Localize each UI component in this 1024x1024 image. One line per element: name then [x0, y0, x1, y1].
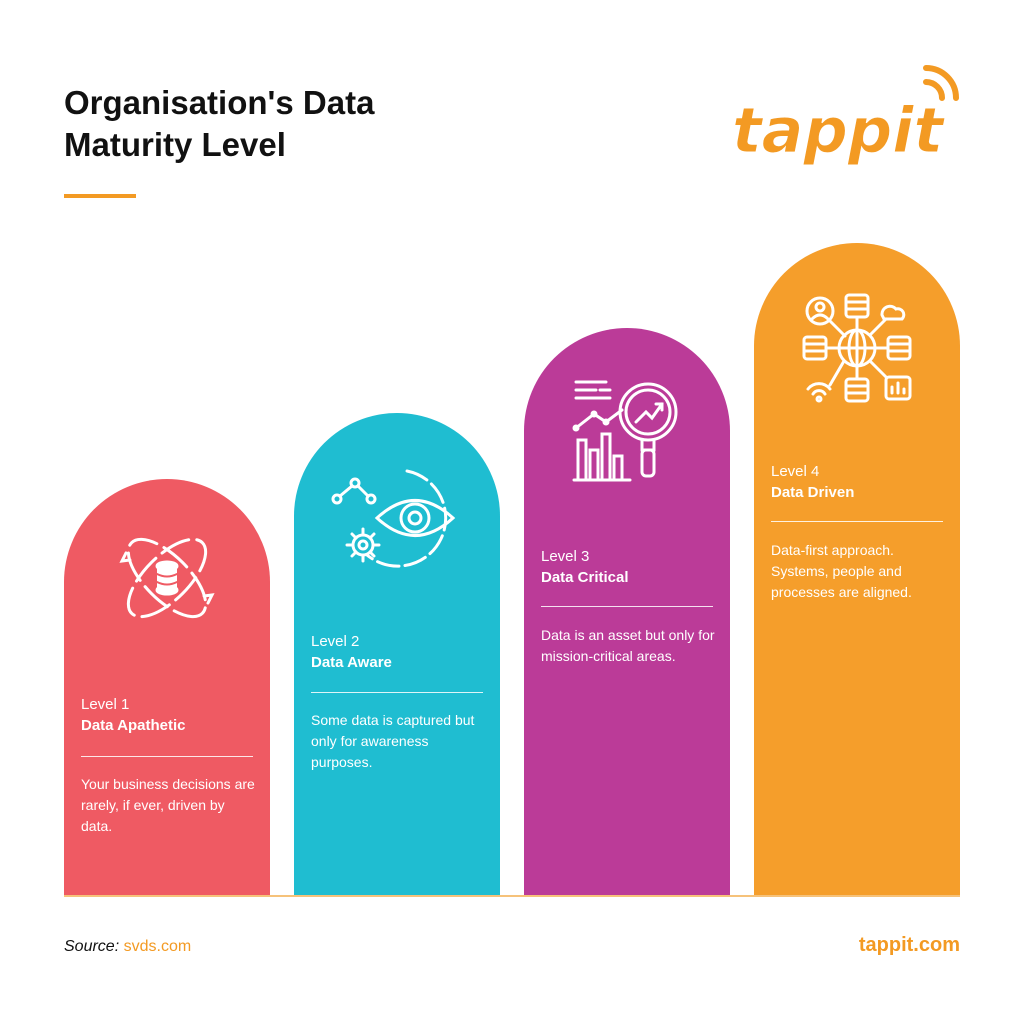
source-credit: Source: svds.com [64, 938, 191, 956]
source-link[interactable]: svds.com [123, 938, 192, 955]
level-1-pillar: Level 1 Data Apathetic Your business dec… [64, 479, 270, 896]
level-3-description: Data is an asset but only for mission-cr… [541, 627, 715, 664]
level-2-divider [311, 692, 483, 693]
level-4-name: Data Driven [771, 484, 855, 501]
title-underline [64, 194, 136, 198]
level-3-divider [541, 606, 713, 607]
baseline-divider [64, 895, 960, 897]
level-1-name: Data Apathetic [81, 717, 186, 734]
level-3-pillar: Level 3 Data Critical Data is an asset b… [524, 328, 730, 896]
tappit-logo: tappit [732, 65, 959, 168]
level-4-description: Data-first approach. Systems, people and… [771, 542, 912, 600]
page-title-line-1: Organisation's Data [64, 84, 375, 121]
database-cycle-icon [119, 537, 215, 619]
level-1-description: Your business decisions are rarely, if e… [81, 776, 255, 834]
page-title-line-2: Maturity Level [64, 126, 286, 163]
data-network-icon [802, 293, 912, 403]
eye-analytics-icon [331, 469, 456, 568]
level-4-divider [771, 521, 943, 522]
level-4-number: Level 4 [771, 463, 820, 480]
level-2-name: Data Aware [311, 654, 392, 671]
level-3-number: Level 3 [541, 548, 590, 565]
magnifier-chart-icon [572, 380, 678, 482]
svg-text:tappit: tappit [732, 94, 945, 167]
level-2-pillar: Level 2 Data Aware Some data is captured… [294, 413, 500, 896]
level-1-number: Level 1 [81, 696, 130, 713]
level-2-description: Some data is captured but only for aware… [311, 712, 475, 770]
level-2-number: Level 2 [311, 633, 360, 650]
source-label: Source: [64, 938, 120, 955]
website-link[interactable]: tappit.com [858, 934, 960, 956]
level-3-name: Data Critical [541, 569, 629, 586]
page-title: Organisation's Data Maturity Level [64, 82, 484, 166]
level-1-divider [81, 756, 253, 757]
level-4-pillar: Level 4 Data Driven Data-first approach.… [754, 243, 960, 896]
